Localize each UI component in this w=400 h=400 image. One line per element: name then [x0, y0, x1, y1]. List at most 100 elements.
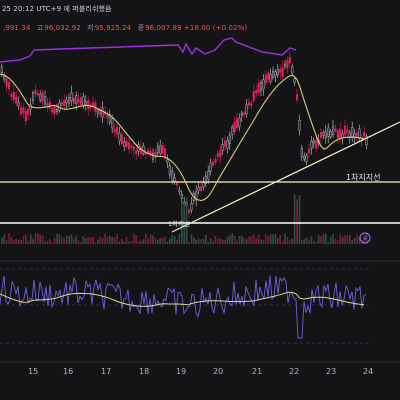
volume-bar — [195, 239, 198, 244]
volume-bar — [137, 241, 140, 244]
candle — [34, 89, 37, 94]
candle — [365, 136, 368, 146]
volume-bar — [80, 241, 82, 244]
candle — [60, 102, 63, 106]
volume-bar — [99, 236, 102, 244]
volume-bar — [41, 235, 44, 244]
volume-bar — [44, 241, 46, 244]
volume-bar — [190, 234, 193, 244]
volume-bar — [341, 236, 344, 244]
candle — [255, 90, 258, 94]
candle — [48, 101, 51, 109]
volume-bar — [358, 236, 361, 244]
volume-bar — [260, 239, 262, 244]
candle — [125, 140, 128, 147]
candle — [207, 170, 210, 180]
candle — [223, 140, 227, 147]
volume-bar — [34, 233, 37, 244]
candle — [187, 209, 191, 214]
candle — [82, 96, 85, 107]
candle — [51, 108, 54, 113]
volume-bar — [322, 234, 325, 244]
volume-bar — [111, 236, 114, 244]
volume-bar — [185, 197, 188, 244]
volume-bar — [269, 234, 272, 244]
candle — [178, 189, 181, 192]
candle — [324, 131, 327, 138]
candle — [329, 131, 332, 138]
volume-bar — [77, 240, 80, 244]
candle — [298, 120, 301, 131]
candle — [195, 191, 198, 201]
volume-bar — [279, 235, 282, 244]
x-tick: 21 — [252, 367, 262, 376]
volume-bar — [22, 236, 25, 244]
volume-bar — [217, 239, 219, 244]
volume-bar — [49, 238, 51, 244]
candle — [204, 175, 207, 184]
volume-bar — [70, 234, 73, 244]
volume-bar — [87, 236, 90, 244]
candle — [310, 141, 313, 149]
candle — [168, 165, 171, 176]
volume-bar — [37, 233, 39, 244]
volume-bar — [161, 237, 164, 244]
candle — [53, 106, 56, 115]
candle — [75, 95, 78, 104]
candle — [118, 132, 121, 142]
candle — [327, 127, 330, 137]
candle — [65, 99, 68, 104]
x-tick: 20 — [213, 367, 223, 376]
volume-bar — [245, 239, 248, 244]
candle — [336, 130, 339, 139]
candle — [243, 112, 246, 115]
candle — [171, 170, 174, 181]
candle — [87, 100, 90, 110]
volume-bar — [250, 236, 253, 244]
volume-bar — [27, 240, 30, 244]
volume-bar — [243, 238, 246, 244]
volume-bar — [274, 233, 277, 244]
volume-bar — [135, 235, 138, 244]
volume-bar — [92, 237, 94, 244]
volume-bar — [109, 235, 111, 244]
candle — [216, 152, 219, 157]
volume-bar — [265, 234, 267, 244]
volume-bar — [5, 240, 8, 244]
candle — [20, 107, 23, 115]
volume-bar — [219, 238, 222, 244]
candle — [149, 150, 152, 155]
x-tick: 16 — [63, 367, 73, 376]
volume-bar — [118, 241, 121, 244]
volume-bar — [236, 240, 238, 244]
candle — [156, 146, 159, 153]
candle — [305, 154, 308, 162]
volume-bar — [351, 240, 354, 244]
volume-bar — [353, 237, 356, 244]
candle — [358, 128, 361, 139]
trend-line[interactable] — [171, 121, 400, 233]
candle — [245, 104, 248, 115]
candle — [135, 150, 138, 155]
candle — [32, 92, 35, 101]
event-badge[interactable] — [359, 232, 371, 244]
candle — [5, 78, 8, 87]
volume-bar — [356, 234, 358, 244]
candle — [115, 126, 119, 135]
candle — [363, 132, 366, 137]
volume-bar — [226, 236, 229, 244]
volume-bar — [58, 234, 61, 244]
candle — [272, 71, 275, 78]
volume-bar — [365, 233, 368, 244]
volume-bar — [68, 235, 70, 244]
candle — [77, 99, 80, 103]
header-time-row: 25 20:12 UTC+9 에 퍼블리쉬했음 — [2, 4, 251, 14]
x-tick: 24 — [363, 367, 373, 376]
candle — [10, 93, 13, 98]
candle — [197, 187, 200, 191]
volume-bar — [212, 240, 214, 244]
volume-bar — [262, 240, 265, 244]
volume-bar — [145, 233, 147, 244]
candle — [159, 144, 162, 154]
